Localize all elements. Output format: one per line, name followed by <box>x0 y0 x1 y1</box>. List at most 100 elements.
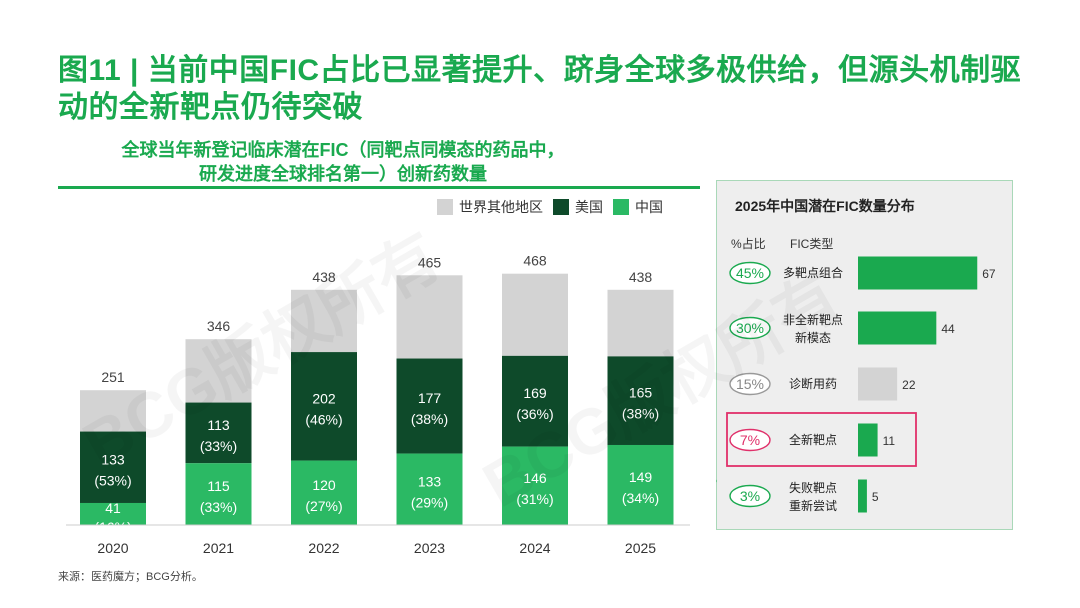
category-label-4-1: 重新尝试 <box>789 498 837 513</box>
bar-usa-2022 <box>291 352 357 461</box>
chart-subtitle-line2: 研发进度全球排名第一）创新药数量 <box>199 164 487 184</box>
side-bar-value-4: 5 <box>872 490 879 504</box>
bar-rest-2024 <box>502 273 568 356</box>
legend-swatch-dark-green <box>553 199 569 215</box>
side-bar-value-2: 22 <box>902 378 916 392</box>
bar-rest-2022 <box>291 289 357 353</box>
bar-rest-2020 <box>80 390 146 432</box>
usa-pct-label-2025: (38%) <box>622 406 659 422</box>
bar-china-2022 <box>291 460 357 525</box>
bar-rest-2025 <box>607 289 674 357</box>
legend-label-china: 中国 <box>635 199 663 215</box>
percent-label-4: 3% <box>740 488 760 504</box>
side-bar-1 <box>858 311 937 345</box>
col-header-fic-type: FIC类型 <box>790 237 834 251</box>
total-label-2025: 438 <box>629 269 653 285</box>
legend-item-rest-of-world: 世界其他地区 <box>437 197 543 217</box>
x-tick-label-2022: 2022 <box>308 540 339 556</box>
bar-china-2024 <box>502 446 568 525</box>
bar-usa-2023 <box>396 358 463 454</box>
percent-label-2: 15% <box>736 376 764 392</box>
china-value-label-2025: 149 <box>629 469 653 485</box>
side-bar-value-3: 11 <box>883 434 896 448</box>
china-pct-label-2024: (31%) <box>516 491 553 507</box>
china-value-label-2022: 120 <box>312 477 336 493</box>
china-value-label-2023: 133 <box>418 473 442 489</box>
usa-pct-label-2021: (33%) <box>200 438 237 454</box>
percent-oval-0 <box>729 261 771 285</box>
percent-oval-4 <box>729 484 771 508</box>
side-bar-0 <box>858 256 978 290</box>
legend-label-usa: 美国 <box>575 199 603 215</box>
usa-value-label-2024: 169 <box>523 385 547 401</box>
category-label-1-1: 新模态 <box>795 330 831 345</box>
percent-oval-3 <box>729 428 771 452</box>
side-bar-2 <box>858 367 898 401</box>
subtitle-divider <box>58 186 700 189</box>
x-tick-label-2024: 2024 <box>519 540 550 556</box>
connector-dot <box>716 479 717 483</box>
x-tick-label-2020: 2020 <box>97 540 128 556</box>
percent-label-0: 45% <box>736 265 764 281</box>
china-pct-label-2021: (33%) <box>200 499 237 515</box>
usa-pct-label-2020: (53%) <box>94 472 131 488</box>
china-pct-label-2020: (16%) <box>94 519 131 535</box>
bar-usa-2025 <box>607 356 674 445</box>
col-header-percent: %占比 <box>731 237 766 251</box>
category-label-1-0: 非全新靶点 <box>783 312 843 327</box>
usa-pct-label-2022: (46%) <box>305 411 342 427</box>
legend-item-china: 中国 <box>613 197 663 217</box>
percent-label-1: 30% <box>736 320 764 336</box>
category-label-2-0: 诊断用药 <box>789 376 837 391</box>
category-label-0-0: 多靶点组合 <box>783 265 843 280</box>
china-value-label-2021: 115 <box>207 478 230 494</box>
side-panel <box>716 180 1013 530</box>
bar-usa-2024 <box>502 355 568 447</box>
source-note: 来源：医药魔方；BCG分析。 <box>58 571 203 583</box>
usa-pct-label-2024: (36%) <box>516 406 553 422</box>
bar-rest-2023 <box>396 275 463 359</box>
chart-subtitle-line1: 全球当年新登记临床潜在FIC（同靶点同模态的药品中， <box>121 140 565 160</box>
side-bar-value-1: 44 <box>941 322 955 336</box>
bar-china-2023 <box>396 453 463 525</box>
total-label-2022: 438 <box>312 269 336 285</box>
usa-value-label-2023: 177 <box>418 390 442 406</box>
percent-oval-1 <box>729 316 771 340</box>
total-label-2020: 251 <box>101 369 125 385</box>
china-value-label-2024: 146 <box>523 470 547 486</box>
legend-swatch-green <box>613 199 629 215</box>
side-panel-title: 2025年中国潜在FIC数量分布 <box>735 198 915 214</box>
x-tick-label-2021: 2021 <box>203 540 234 556</box>
page-title: 图11 | 当前中国FIC占比已显著提升、跻身全球多极供给，但源头机制驱动的全新… <box>58 54 1022 124</box>
legend-swatch-grey <box>437 199 453 215</box>
bar-usa-2021 <box>185 402 252 464</box>
category-label-3-0: 全新靶点 <box>789 432 837 447</box>
bar-china-2021 <box>185 463 252 525</box>
category-label-4-0: 失败靶点 <box>789 480 837 495</box>
total-label-2024: 468 <box>523 253 547 269</box>
x-tick-label-2025: 2025 <box>625 540 656 556</box>
bar-china-2020 <box>80 502 146 525</box>
usa-pct-label-2023: (38%) <box>411 411 448 427</box>
bar-rest-2021 <box>185 339 252 403</box>
percent-oval-2 <box>729 372 771 396</box>
stacked-bar-chart: 251 133 (53%) 41 (16%) 2020 346 113 (33%) 115 (33%… <box>66 253 690 556</box>
bar-china-2025 <box>607 444 674 525</box>
usa-value-label-2020: 133 <box>101 451 125 467</box>
china-pct-label-2023: (29%) <box>411 494 448 510</box>
side-bar-4 <box>858 479 867 513</box>
usa-value-label-2021: 113 <box>207 417 230 433</box>
china-pct-label-2022: (27%) <box>305 498 342 514</box>
chart-subtitle: 全球当年新登记临床潜在FIC（同靶点同模态的药品中， 研发进度全球排名第一）创新… <box>58 138 628 186</box>
legend-item-usa: 美国 <box>553 197 603 217</box>
chart-legend: 世界其他地区 美国 中国 <box>437 197 663 217</box>
usa-value-label-2025: 165 <box>629 385 653 401</box>
china-value-label-2020: 41 <box>105 500 121 516</box>
usa-value-label-2022: 202 <box>312 390 336 406</box>
percent-label-3: 7% <box>740 432 760 448</box>
side-bar-3 <box>858 423 878 457</box>
side-bar-value-0: 67 <box>982 267 996 281</box>
total-label-2021: 346 <box>207 318 231 334</box>
china-pct-label-2025: (34%) <box>622 490 659 506</box>
